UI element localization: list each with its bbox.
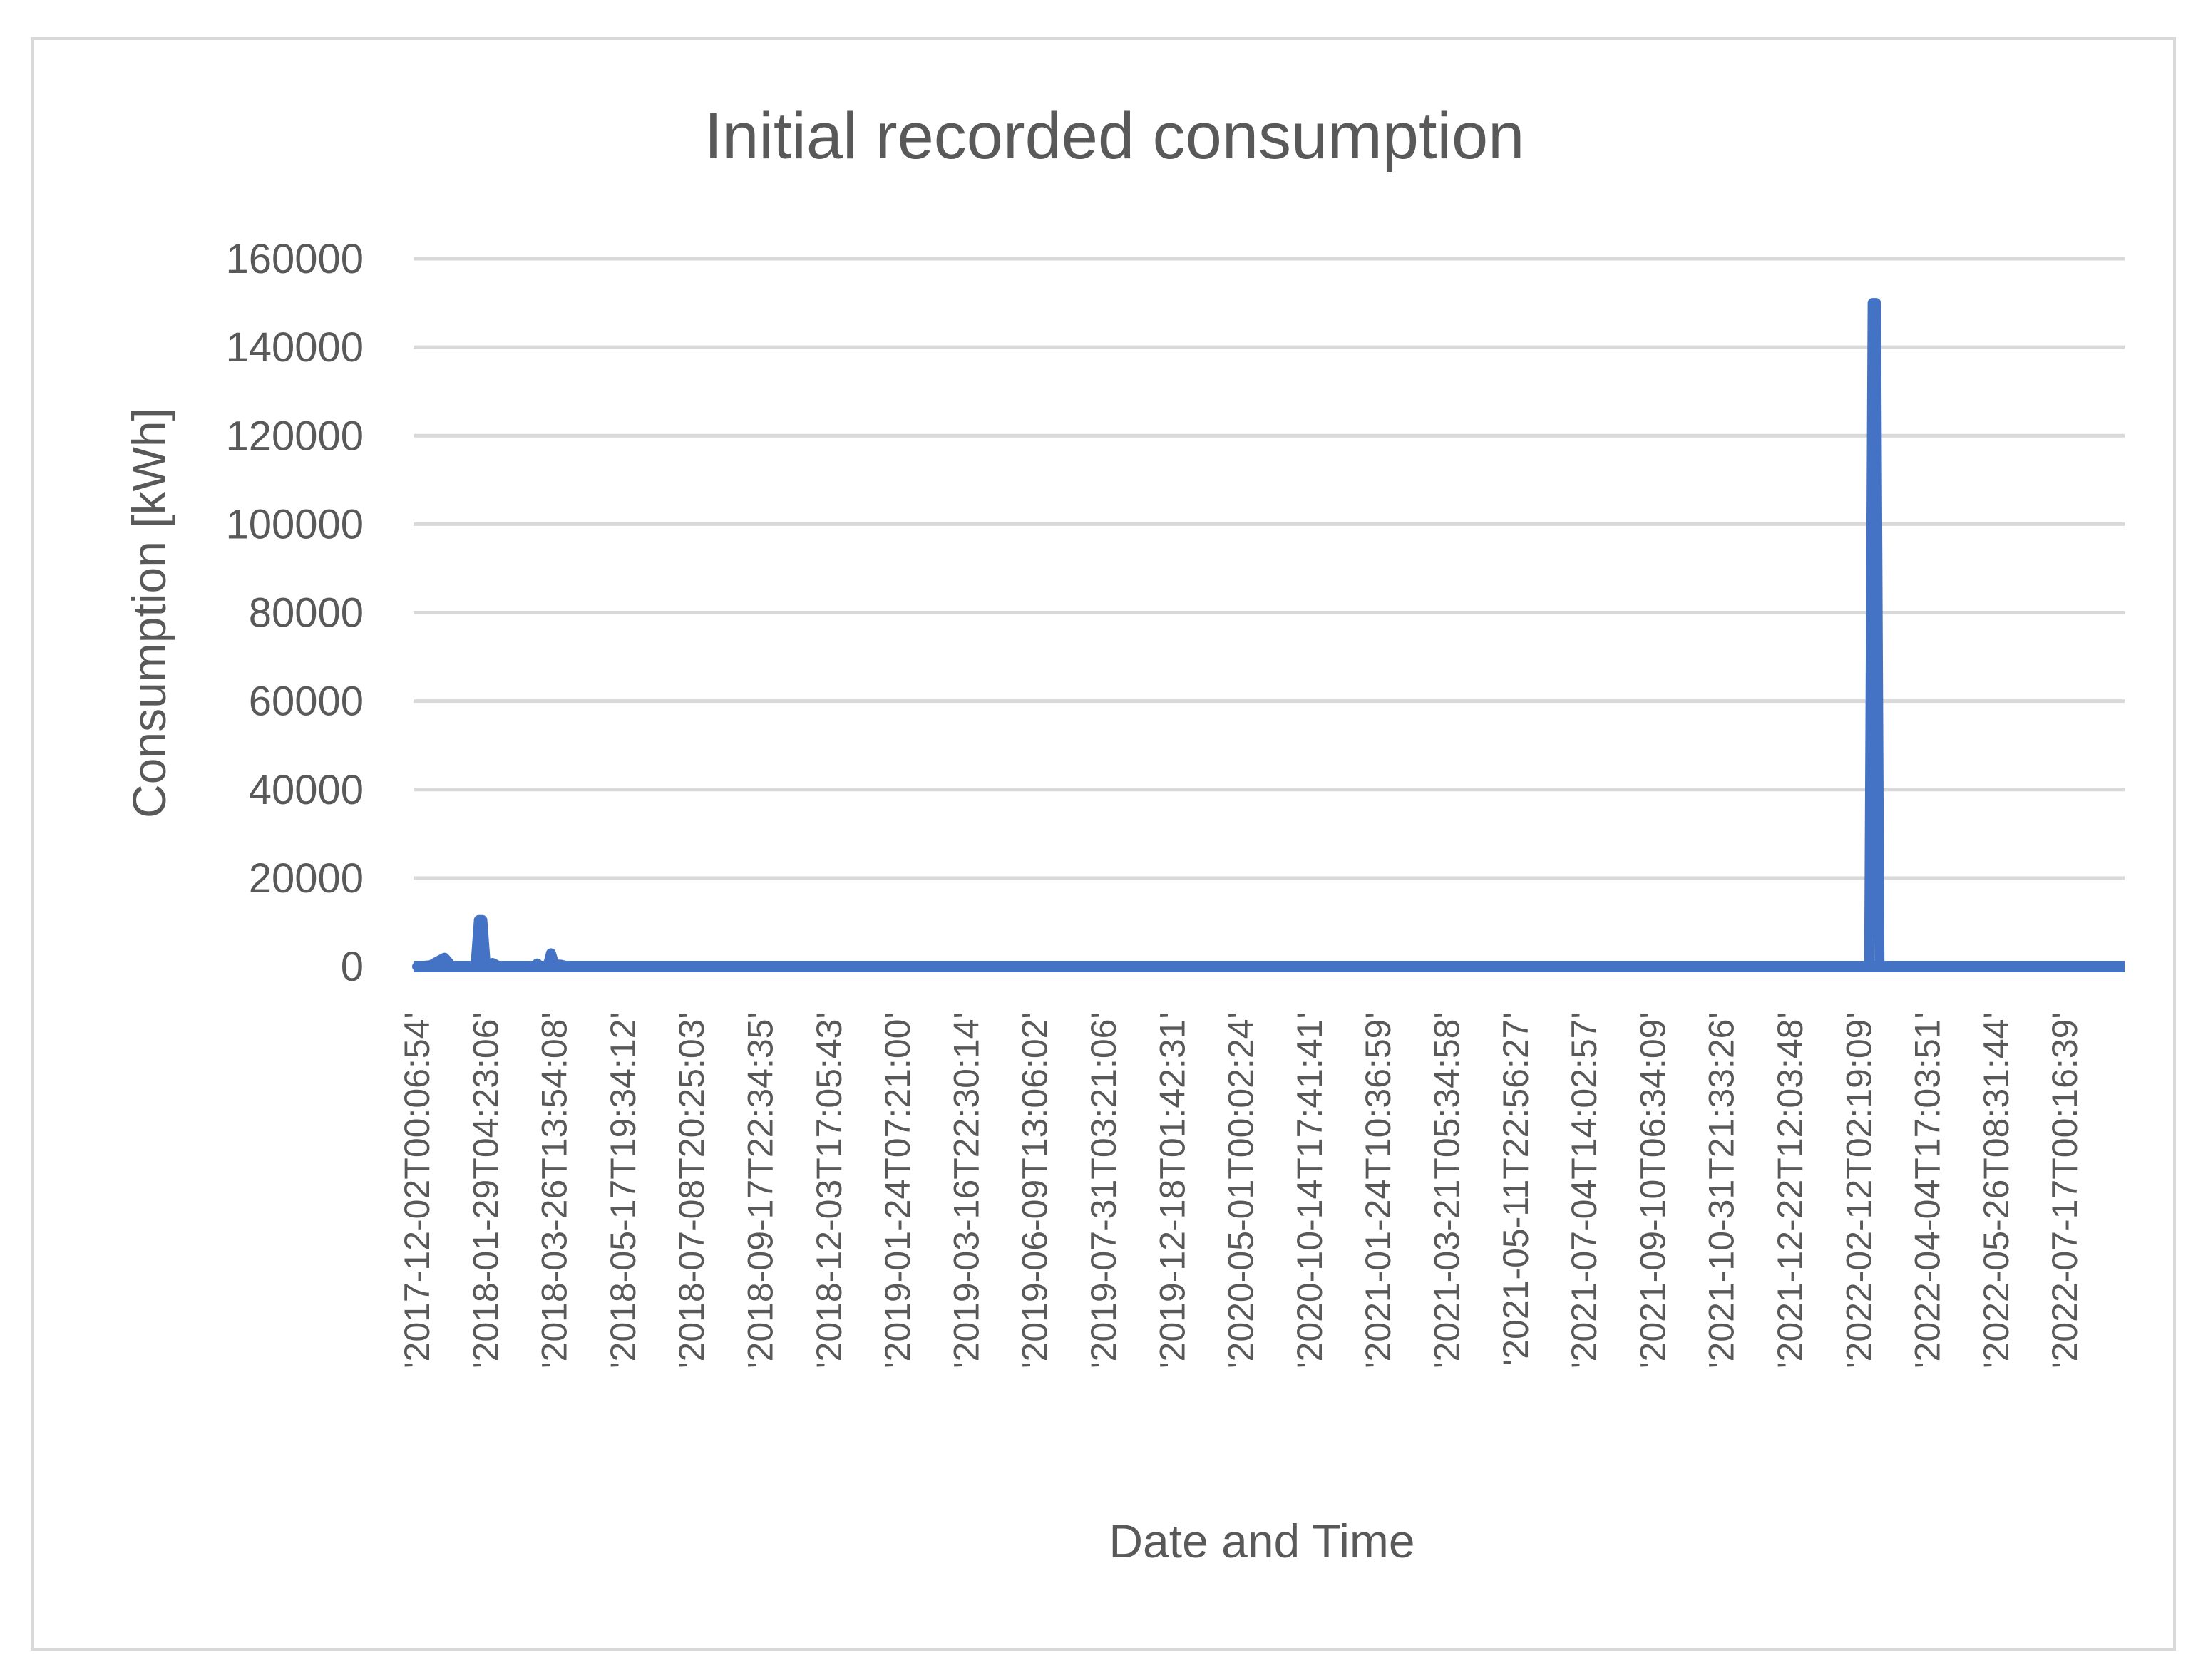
x-tick-label: '2020-10-14T17:41:41' [1290, 1012, 1330, 1369]
x-tick-label: '2018-12-03T17:05:43' [809, 1012, 849, 1369]
y-tick-label: 40000 [249, 767, 364, 813]
y-tick-label: 140000 [225, 324, 364, 371]
chart-frame [31, 37, 2176, 1651]
x-tick-label: '2022-07-17T00:16:39' [2045, 1012, 2085, 1369]
y-tick-label: 100000 [225, 501, 364, 547]
y-tick-label: 20000 [249, 855, 364, 902]
x-axis-ticks: '2017-12-02T00:06:54' '2018-01-29T04:23:0… [397, 1012, 2085, 1369]
x-tick-label: '2019-07-31T03:21:06' [1084, 1012, 1124, 1369]
y-tick-label: 60000 [249, 679, 364, 725]
x-tick-label: '2021-05-11T22:56:27' [1496, 1012, 1536, 1366]
x-tick-label: '2018-01-29T04:23:06' [466, 1012, 505, 1369]
x-tick-label: '2021-09-10T06:34:09' [1633, 1012, 1673, 1369]
y-axis-ticks: 0 20000 40000 60000 80000 100000 120000 140000 1… [225, 236, 364, 990]
y-tick-label: 120000 [225, 413, 364, 459]
x-tick-label: '2022-04-04T17:03:51' [1908, 1012, 1948, 1369]
x-tick-label: '2019-12-18T01:42:31' [1152, 1012, 1192, 1369]
x-tick-label: '2021-01-24T10:36:59' [1358, 1012, 1398, 1369]
series-layer [412, 298, 2118, 972]
y-tick-label: 0 [341, 944, 364, 990]
x-tick-label: '2019-06-09T13:06:02' [1015, 1012, 1055, 1369]
x-tick-label: '2020-05-01T00:02:24' [1221, 1012, 1261, 1369]
x-tick-label: '2018-03-26T13:54:08' [535, 1012, 575, 1369]
x-tick-label: '2019-03-16T22:30:14' [946, 1012, 986, 1369]
chart-title: Initial recorded consumption [704, 100, 1525, 172]
y-axis-label: Consumption [kWh] [123, 408, 175, 818]
x-tick-label: '2021-12-22T12:03:48' [1770, 1012, 1810, 1369]
x-tick-label: '2019-01-24T07:21:00' [878, 1012, 918, 1369]
x-tick-label: '2021-03-21T05:34:58' [1427, 1012, 1467, 1369]
x-tick-label: '2018-09-17T22:34:35' [741, 1012, 781, 1369]
x-axis-label: Date and Time [1109, 1515, 1414, 1567]
x-tick-label: '2021-07-04T14:02:57' [1564, 1012, 1604, 1369]
y-tick-label: 80000 [249, 590, 364, 637]
x-tick-label: '2017-12-02T00:06:54' [397, 1012, 437, 1369]
x-tick-label: '2021-10-31T21:33:26' [1702, 1012, 1742, 1369]
y-tick-label: 160000 [225, 236, 364, 282]
x-tick-label: '2018-07-08T20:25:03' [672, 1012, 712, 1369]
gridlines [414, 257, 2125, 880]
x-tick-label: '2022-05-26T08:31:44' [1976, 1012, 2016, 1369]
series-line [412, 298, 2118, 972]
x-tick-label: '2022-02-12T02:19:09' [1839, 1012, 1879, 1369]
x-tick-label: '2018-05-17T19:34:12' [603, 1012, 643, 1369]
